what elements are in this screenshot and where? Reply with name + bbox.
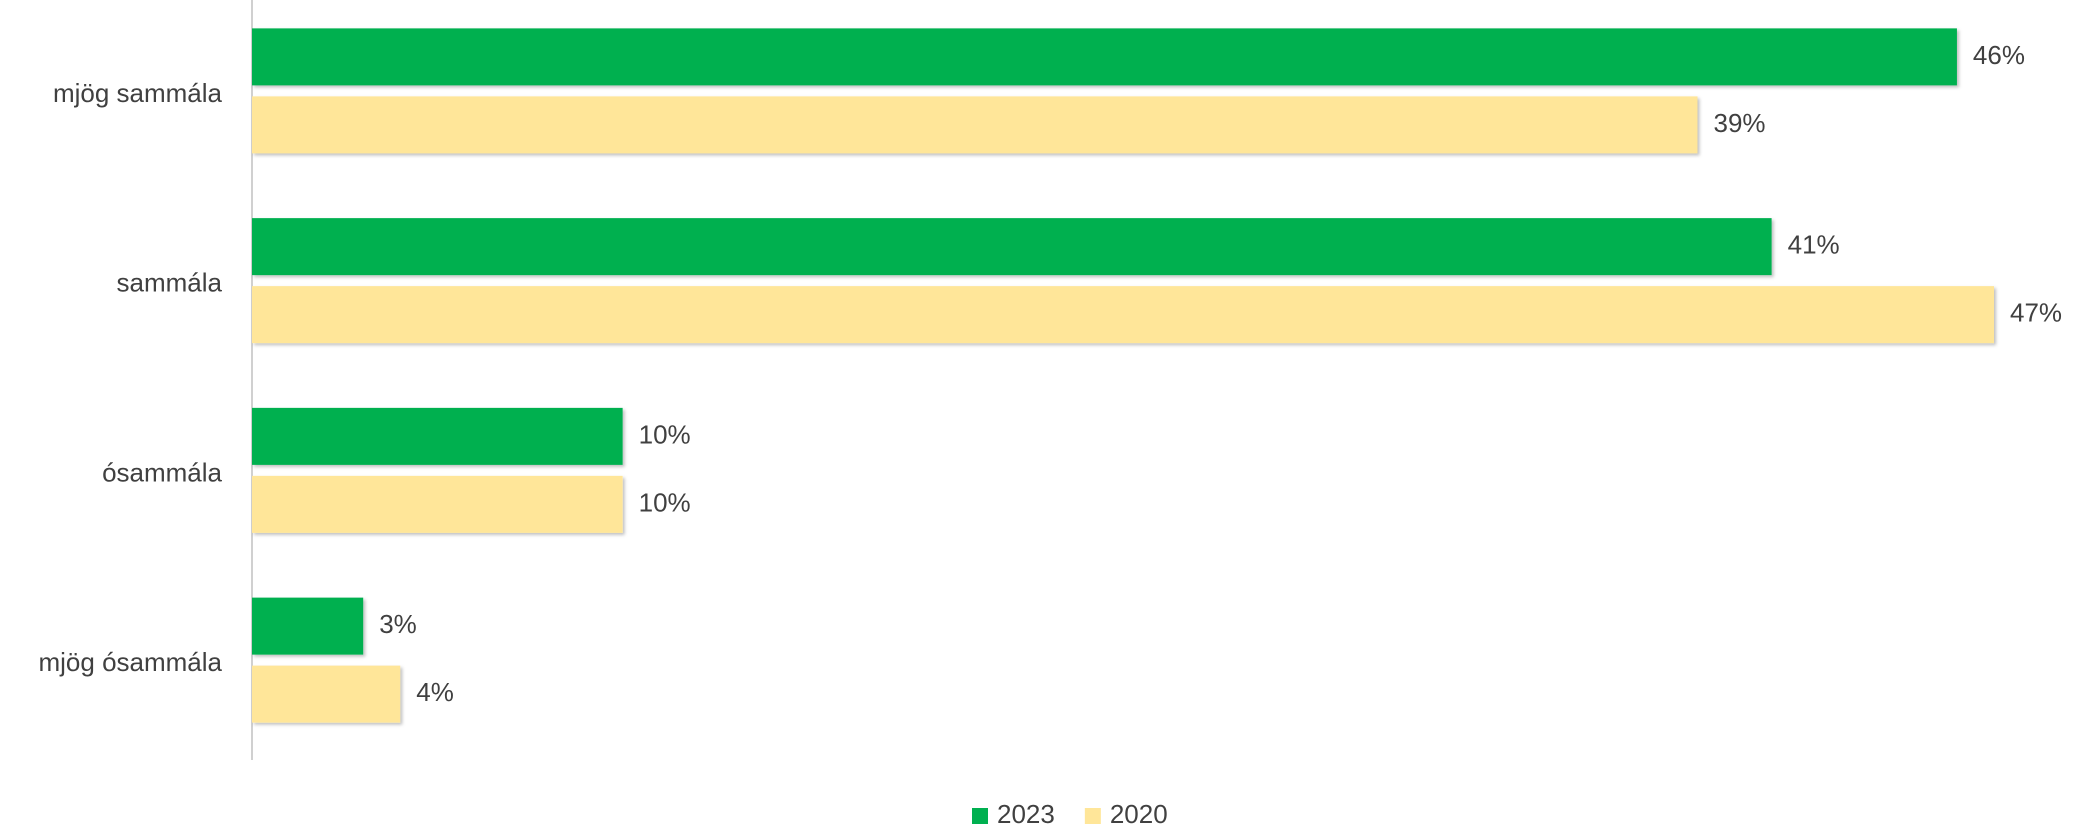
y-tick-label: mjög ósammála <box>38 647 222 677</box>
data-label: 39% <box>1713 108 1765 138</box>
legend-swatch <box>1084 808 1101 824</box>
data-label: 4% <box>416 677 454 707</box>
data-label: 41% <box>1788 230 1840 260</box>
bar <box>252 286 1994 344</box>
bar <box>252 475 623 533</box>
y-tick-label: ósammála <box>102 457 222 487</box>
y-tick-label: mjög sammála <box>53 78 223 108</box>
bar <box>252 96 1698 154</box>
data-label: 10% <box>639 487 691 517</box>
data-label: 47% <box>2010 298 2062 328</box>
data-label: 10% <box>639 419 691 449</box>
legend-swatch <box>972 808 988 824</box>
bar <box>252 665 401 723</box>
legend-label: 2020 <box>1110 799 1168 829</box>
data-label: 46% <box>1973 40 2025 70</box>
bar <box>252 28 1957 86</box>
data-label: 3% <box>379 609 417 639</box>
legend-label: 2023 <box>997 799 1055 829</box>
y-tick-label: sammála <box>117 268 223 298</box>
bar <box>252 218 1772 276</box>
bar <box>252 597 364 655</box>
bar <box>252 407 623 465</box>
